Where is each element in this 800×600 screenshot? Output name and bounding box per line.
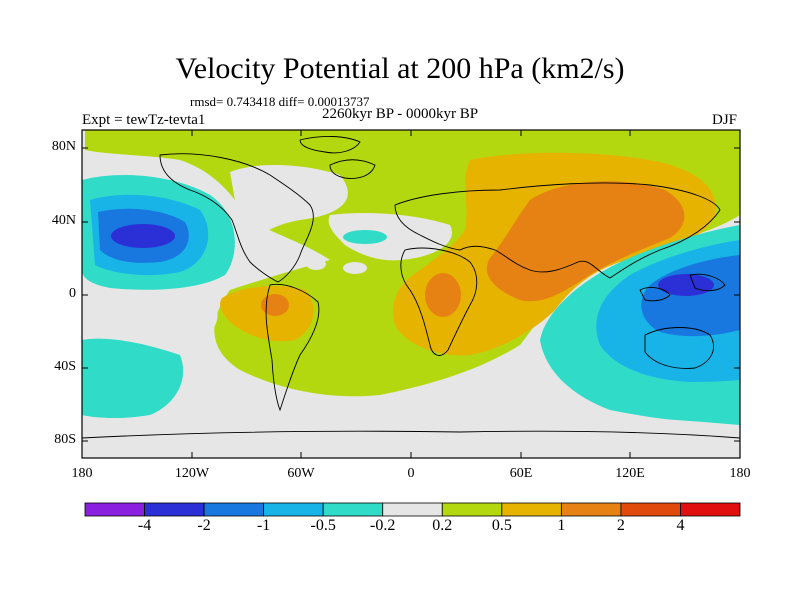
y-tick-label-0: 0 <box>69 286 76 301</box>
velocity-potential-field <box>82 130 740 458</box>
colorbar-swatch <box>382 502 443 517</box>
colorbar-label: 1 <box>557 517 566 534</box>
season-label: DJF <box>712 112 738 128</box>
colorbar-swatch <box>680 502 741 517</box>
x-tick-label-60w: 60W <box>287 466 315 481</box>
colorbar-label: 0.2 <box>432 517 453 534</box>
x-tick-label-120e: 120E <box>615 466 645 481</box>
x-tick-label-180e: 180 <box>729 466 751 481</box>
colorbar-label: -1 <box>256 517 271 534</box>
y-tick-label-40s: 40S <box>54 359 76 374</box>
colorbar-label: -2 <box>197 517 211 534</box>
colorbar-label: 2 <box>616 517 625 534</box>
colorbar-label: -0.5 <box>310 517 336 534</box>
stats-text: rmsd= 0.743418 diff= 0.00013737 <box>190 94 370 109</box>
colorbar-label: 0.5 <box>491 517 512 534</box>
period-text: 2260kyr BP - 0000kyr BP <box>322 106 479 122</box>
y-tick-label-80n: 80N <box>51 139 76 154</box>
x-tick-label-60e: 60E <box>509 466 533 481</box>
colorbar-swatch <box>441 502 503 517</box>
colorbar-swatch <box>322 502 384 517</box>
colorbar-swatch <box>560 502 622 517</box>
colorbar-swatch <box>203 502 265 517</box>
x-tick-label-0: 0 <box>407 466 415 481</box>
map-title: Velocity Potential at 200 hPa (km2/s) <box>175 52 625 85</box>
y-tick-label-40n: 40N <box>51 213 76 228</box>
colorbar-swatch <box>620 502 681 517</box>
colorbar-label: 4 <box>676 517 685 534</box>
colorbar-swatch <box>501 502 562 517</box>
colorbar <box>84 502 741 517</box>
x-tick-label-120w: 120W <box>174 466 210 481</box>
colorbar-swatch <box>144 502 205 517</box>
y-tick-label-80s: 80S <box>54 432 76 447</box>
experiment-label: Expt = tewTz-tevta1 <box>82 112 206 128</box>
colorbar-label: -4 <box>137 517 152 534</box>
colorbar-swatch <box>263 502 324 517</box>
coastlines <box>81 136 741 439</box>
colorbar-label: -0.2 <box>370 517 396 534</box>
x-tick-label-180w: 180 <box>71 466 93 481</box>
axis-ticks <box>81 130 741 458</box>
colorbar-swatch <box>84 502 145 517</box>
